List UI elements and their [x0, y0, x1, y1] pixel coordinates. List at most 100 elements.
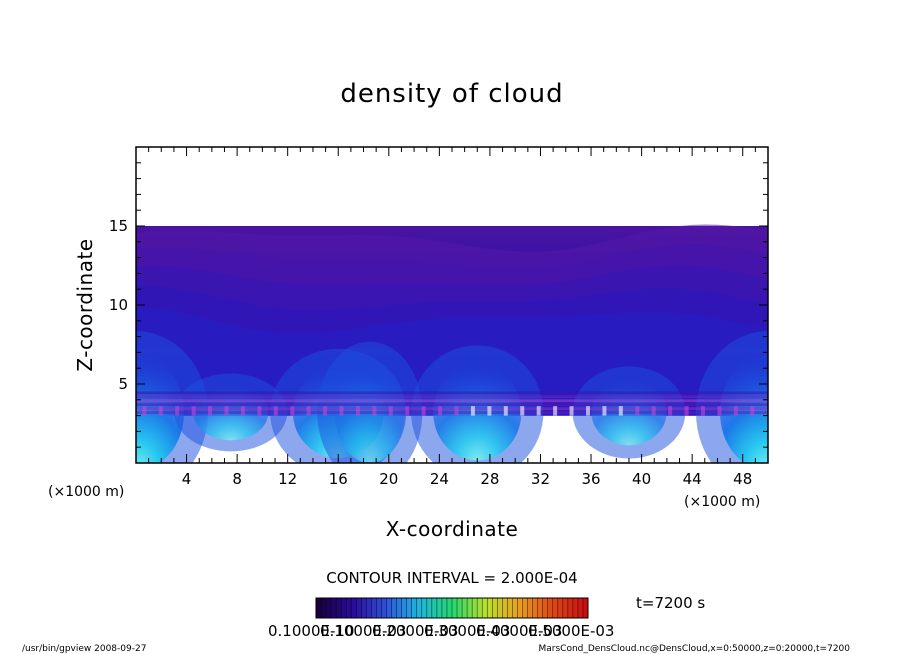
- colorbar-cell: [401, 598, 408, 618]
- surface-speckle: [306, 406, 311, 416]
- x-tick-label: 16: [329, 470, 348, 488]
- surface-speckle: [158, 406, 163, 416]
- colorbar-label: 0.1000E-03: [320, 622, 406, 640]
- surface-speckle: [750, 406, 755, 416]
- surface-speckle: [569, 406, 574, 416]
- colorbar-cell: [371, 598, 377, 618]
- plot-area: [136, 147, 768, 463]
- surface-speckle: [602, 406, 607, 416]
- colorbar-cell: [477, 598, 483, 618]
- surface-speckle: [733, 406, 738, 416]
- x-tick-label: 20: [379, 470, 398, 488]
- surface-stripe: [136, 407, 768, 411]
- colorbar-cell: [321, 598, 327, 618]
- colorbar-cell: [361, 598, 367, 618]
- colorbar-cell: [436, 598, 443, 618]
- contour-interval: CONTOUR INTERVAL = 2.000E-04: [326, 569, 577, 587]
- colorbar-cell: [452, 598, 458, 618]
- colorbar-cell: [316, 598, 322, 618]
- colorbar-cell: [406, 598, 413, 618]
- x-axis-ticks: 4 8 12 16 20 24 28 32 36 40 44 48: [135, 147, 769, 488]
- colorbar-cell: [552, 598, 559, 618]
- colorbar-cell: [512, 598, 518, 618]
- surface-speckle: [224, 406, 229, 416]
- surface-speckle: [323, 406, 328, 416]
- footer-right: MarsCond_DensCloud.nc@DensCloud,x=0:5000…: [539, 644, 851, 654]
- surface-speckle: [503, 406, 508, 416]
- surface-speckle: [175, 406, 180, 416]
- colorbar-label: 0.2000E-03: [372, 622, 458, 640]
- colorbar-cell: [396, 598, 403, 618]
- colorbar-cell: [416, 598, 423, 618]
- surface-speckle: [454, 406, 459, 416]
- surface-speckle: [257, 406, 262, 416]
- y-axis-ticks: 5 10 15: [109, 146, 768, 464]
- surface-speckle: [355, 406, 360, 416]
- footer-left: /usr/bin/gpview 2008-09-27: [22, 644, 146, 654]
- colorbar-labels: 0.1000E-100.1000E-030.2000E-030.3000E-03…: [268, 622, 614, 640]
- colorbar-label: 0.3000E-03: [424, 622, 510, 640]
- colorbar-cell: [517, 598, 524, 618]
- surface-speckle: [388, 406, 393, 416]
- y-tick-label: 5: [118, 375, 128, 393]
- colorbar-cell: [507, 598, 513, 618]
- y-tick-label: 15: [109, 217, 128, 235]
- colorbar-cell: [341, 598, 347, 618]
- x-axis-title: X-coordinate: [386, 517, 519, 541]
- surface-stripe: [136, 411, 768, 415]
- surface-speckle: [553, 406, 558, 416]
- surface-speckle: [668, 406, 673, 416]
- colorbar-cell: [472, 598, 478, 618]
- colorbar-cell: [431, 598, 438, 618]
- surface-speckle: [585, 406, 590, 416]
- surface-speckle: [635, 406, 640, 416]
- x-tick-label: 44: [683, 470, 702, 488]
- surface-speckle: [372, 406, 377, 416]
- surface-speckle: [618, 406, 623, 416]
- colorbar-cell: [426, 598, 433, 618]
- colorbar-cell: [527, 598, 534, 618]
- x-tick-label: 32: [531, 470, 550, 488]
- colorbar-cell: [572, 598, 579, 618]
- colorbar-cell: [391, 598, 398, 618]
- x-tick-label: 36: [581, 470, 600, 488]
- colorbar-cell: [532, 598, 539, 618]
- colorbar-cell: [542, 598, 549, 618]
- colorbar-cell: [366, 598, 372, 618]
- colorbar-label: 0.5000E-03: [528, 622, 614, 640]
- colorbar-cell: [482, 598, 488, 618]
- colorbar-cell: [577, 598, 584, 618]
- time-label: t=7200 s: [636, 594, 705, 612]
- colorbar-cell: [467, 598, 473, 618]
- colorbar-cell: [326, 598, 332, 618]
- colorbar-cell: [457, 598, 463, 618]
- surface-speckle: [651, 406, 656, 416]
- surface-stripe: [136, 399, 768, 403]
- colorbar-cell: [411, 598, 418, 618]
- chart-title: density of cloud: [340, 79, 563, 109]
- colorbar-cell: [386, 598, 393, 618]
- surface-speckle: [717, 406, 722, 416]
- colorbar-cell: [346, 598, 352, 618]
- surface-stripe: [136, 391, 768, 395]
- surface-speckle: [684, 406, 689, 416]
- surface-speckle: [470, 406, 475, 416]
- colorbar-cell: [381, 598, 388, 618]
- colorbar-cell: [502, 598, 508, 618]
- colorbar-cell: [582, 598, 589, 618]
- surface-stripe: [136, 403, 768, 407]
- y-tick-label: 10: [109, 296, 128, 314]
- surface-speckle: [520, 406, 525, 416]
- colorbar-cell: [376, 598, 382, 618]
- colorbar-cell: [562, 598, 569, 618]
- colorbar-cell: [547, 598, 554, 618]
- x-tick-label: 48: [733, 470, 752, 488]
- colorbar-cell: [537, 598, 544, 618]
- colorbar-cell: [487, 598, 493, 618]
- surface-speckle: [438, 406, 443, 416]
- colorbar-label: 0.4000E-03: [476, 622, 562, 640]
- surface-speckle: [273, 406, 278, 416]
- x-tick-label: 4: [182, 470, 192, 488]
- x-unit-left: (×1000 m): [48, 484, 124, 500]
